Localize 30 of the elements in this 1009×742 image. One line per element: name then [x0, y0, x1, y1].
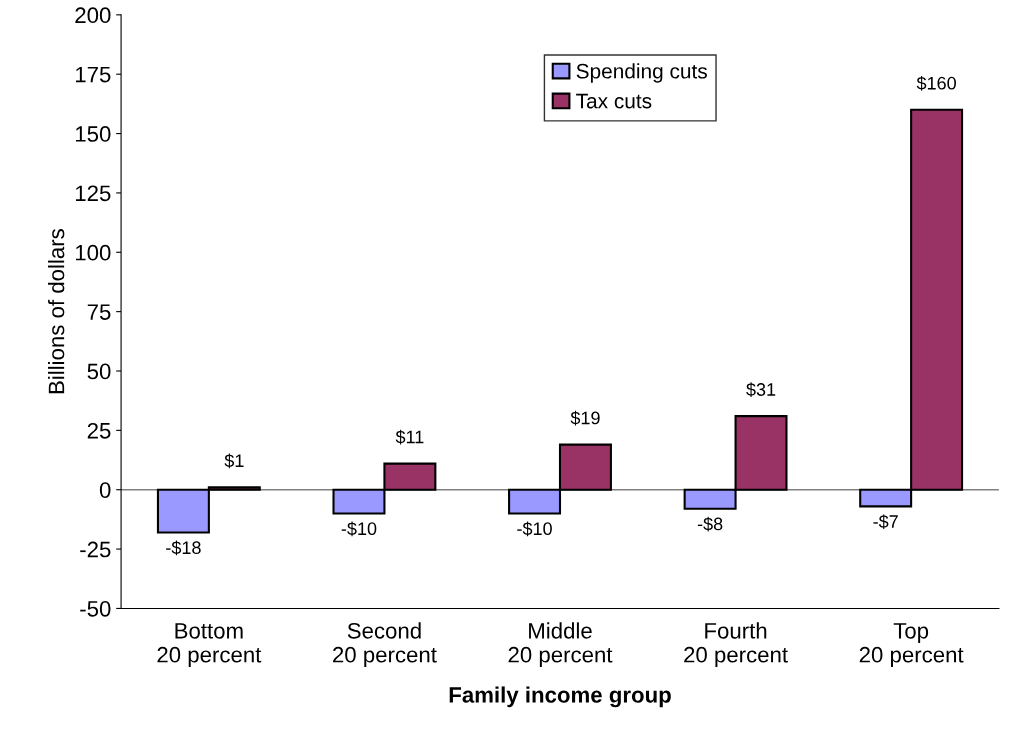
- data-label: $1: [224, 453, 244, 469]
- y-axis-title: Billions of dollars: [48, 229, 65, 394]
- x-axis-title: Family income group: [449, 686, 671, 708]
- y-tick-label: 25: [87, 422, 111, 439]
- data-label: $160: [916, 76, 956, 91]
- y-tick-label: -50: [80, 600, 111, 617]
- data-label: -$8: [697, 516, 723, 532]
- data-label: $31: [746, 382, 776, 397]
- data-label: $11: [395, 429, 424, 445]
- data-label: -$10: [341, 521, 377, 537]
- y-tick-label: 0: [99, 482, 111, 498]
- y-tick-label: 200: [75, 7, 111, 24]
- y-tick-label: 100: [75, 244, 111, 261]
- x-tick-label: Middle 20 percent: [508, 622, 613, 667]
- y-tick-label: 125: [75, 185, 111, 202]
- y-tick-label: 50: [87, 363, 111, 380]
- y-tick-label: 150: [75, 126, 111, 142]
- data-label: -$18: [166, 540, 201, 556]
- data-label: -$7: [873, 514, 898, 530]
- x-tick-label: Second 20 percent: [333, 622, 437, 667]
- x-tick-label: Fourth 20 percent: [684, 622, 788, 667]
- legend-label: Spending cuts: [576, 63, 707, 83]
- y-tick-label: -25: [80, 541, 111, 558]
- x-tick-label: Bottom 20 percent: [157, 623, 262, 667]
- y-tick-label: 175: [75, 66, 111, 83]
- x-tick-label: Top 20 percent: [859, 623, 964, 667]
- y-tick-label: 75: [87, 304, 111, 320]
- data-label: -$10: [517, 521, 552, 537]
- legend-label: Tax cuts: [576, 93, 652, 109]
- data-label: $19: [570, 410, 600, 426]
